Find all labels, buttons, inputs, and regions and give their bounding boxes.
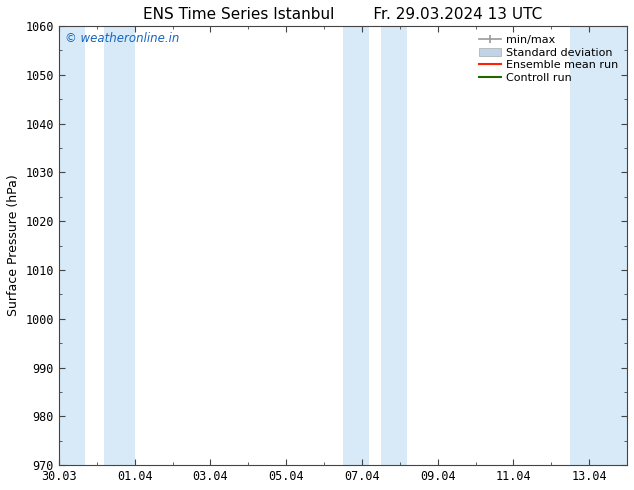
Title: ENS Time Series Istanbul        Fr. 29.03.2024 13 UTC: ENS Time Series Istanbul Fr. 29.03.2024 … — [143, 7, 543, 22]
Legend: min/max, Standard deviation, Ensemble mean run, Controll run: min/max, Standard deviation, Ensemble me… — [476, 31, 621, 86]
Bar — [570, 26, 627, 465]
Y-axis label: Surface Pressure (hPa): Surface Pressure (hPa) — [7, 174, 20, 317]
Bar — [59, 26, 86, 465]
Bar — [343, 26, 370, 465]
Bar — [105, 26, 134, 465]
Text: © weatheronline.in: © weatheronline.in — [65, 32, 179, 46]
Bar — [381, 26, 408, 465]
